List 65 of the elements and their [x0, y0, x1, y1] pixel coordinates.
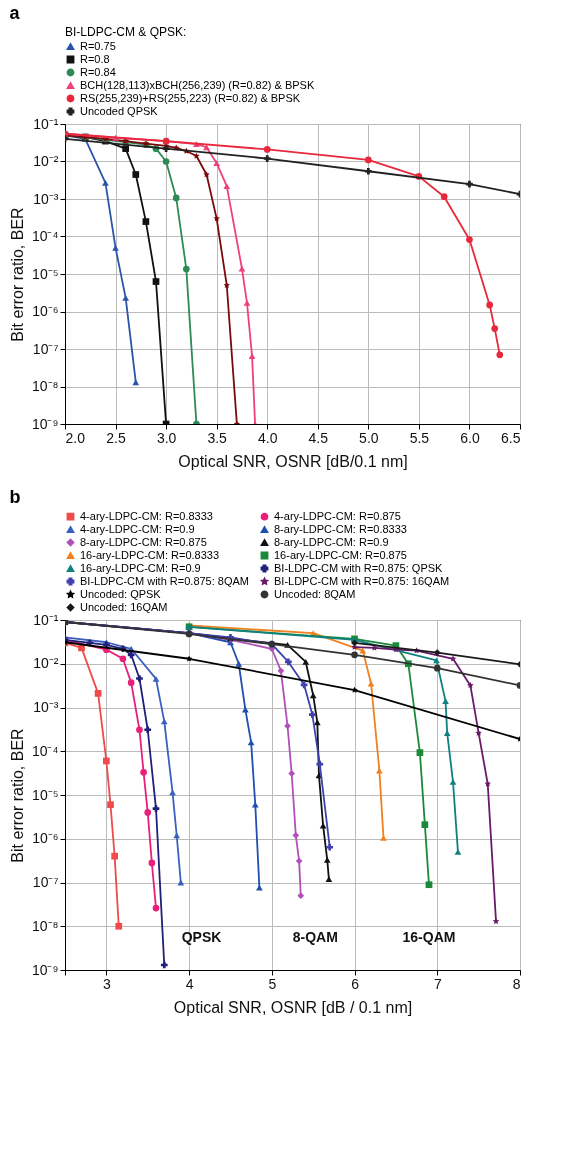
y-tick-label: 10⁻⁶ — [32, 830, 59, 847]
x-tick-label: 3.0 — [156, 429, 177, 446]
legend-label: BI-LDPC-CM with R=0.875: 16QAM — [274, 574, 450, 587]
legend-label: RS(255,239)+RS(255,223) (R=0.82) & BPSK — [80, 91, 301, 104]
x-tick-label: 7 — [433, 975, 442, 992]
x-tick-label: 2.5 — [106, 429, 126, 446]
legend-label: 4-ary-LDPC-CM: R=0.9 — [80, 522, 195, 535]
legend-label: BI-LDPC-CM with R=0.875: QPSK — [274, 561, 444, 574]
chart-title: b — [9, 487, 21, 507]
y-tick-label: 10⁻¹ — [33, 611, 59, 628]
y-tick-label: 10⁻⁶ — [32, 303, 59, 319]
legend-label: Uncoded: 16QAM — [80, 600, 168, 613]
legend-label: R=0.8 — [80, 52, 110, 65]
y-tick-label: 10⁻¹ — [33, 115, 59, 132]
x-tick-label: 4.5 — [308, 429, 329, 446]
y-tick-label: 10⁻⁴ — [31, 742, 59, 759]
y-tick-label: 10⁻⁵ — [32, 786, 59, 803]
legend-label: 16-ary-LDPC-CM: R=0.8333 — [80, 548, 220, 561]
y-tick-label: 10⁻³ — [33, 190, 59, 207]
x-tick-label: 6 — [351, 975, 360, 992]
legend-label: 4-ary-LDPC-CM: R=0.875 — [274, 509, 401, 522]
x-tick-label: 4.0 — [257, 429, 278, 446]
legend-label: 8-ary-LDPC-CM: R=0.875 — [80, 535, 207, 548]
chart-title: a — [9, 3, 21, 23]
y-tick-label: 10⁻⁷ — [32, 874, 59, 890]
x-tick-label: 8 — [512, 975, 521, 992]
y-tick-label: 10⁻² — [33, 655, 59, 672]
x-tick-label: 3 — [102, 975, 111, 992]
y-tick-label: 10⁻⁹ — [31, 961, 59, 978]
x-tick-label: 2.0 — [65, 429, 86, 446]
legend-label: 4-ary-LDPC-CM: R=0.8333 — [80, 509, 213, 522]
legend-label: Uncoded QPSK — [80, 104, 159, 117]
legend-label: Uncoded: QPSK — [80, 587, 162, 600]
y-tick-label: 10⁻³ — [33, 699, 59, 715]
x-axis-title: Optical SNR, OSNR [dB/0.1 nm] — [178, 452, 408, 470]
annotation: 16-QAM — [402, 929, 456, 945]
x-tick-label: 6.0 — [460, 429, 480, 446]
legend-label: Uncoded: 8QAM — [274, 587, 356, 600]
y-tick-label: 10⁻⁸ — [32, 378, 59, 394]
legend-label: 8-ary-LDPC-CM: R=0.8333 — [274, 522, 407, 535]
y-tick-label: 10⁻⁸ — [32, 917, 59, 934]
y-tick-label: 10⁻⁵ — [32, 265, 59, 282]
y-tick-label: 10⁻² — [33, 153, 59, 169]
legend-label: R=0.75 — [80, 39, 116, 52]
legend-label: 16-ary-LDPC-CM: R=0.9 — [80, 561, 201, 574]
x-tick-label: 3.5 — [207, 429, 228, 446]
legend-label: BI-LDPC-CM with R=0.875: 8QAM — [80, 574, 250, 587]
y-tick-label: 10⁻⁴ — [31, 228, 59, 244]
legend-label: R=0.84 — [80, 65, 116, 78]
y-axis-title: Bit error ratio, BER — [8, 728, 26, 863]
legend-label: 16-ary-LDPC-CM: R=0.875 — [274, 548, 407, 561]
legend-title: BI-LDPC-CM & QPSK: — [65, 25, 187, 39]
annotation: 8-QAM — [292, 929, 338, 945]
x-axis-title: Optical SNR, OSNR [dB / 0.1 nm] — [173, 998, 413, 1016]
legend-label: 8-ary-LDPC-CM: R=0.9 — [274, 535, 389, 548]
y-axis-title: Bit error ratio, BER — [8, 207, 26, 342]
y-tick-label: 10⁻⁹ — [31, 415, 59, 432]
legend-label: BCH(128,113)xBCH(256,239) (R=0.82) & BPSK — [80, 78, 315, 91]
x-tick-label: 6.5 — [501, 429, 521, 446]
x-tick-label: 5.0 — [359, 429, 379, 446]
y-tick-label: 10⁻⁷ — [32, 340, 59, 357]
annotation: QPSK — [181, 929, 222, 945]
x-tick-label: 4 — [185, 975, 194, 992]
x-tick-label: 5 — [268, 975, 277, 992]
x-tick-label: 5.5 — [409, 429, 430, 446]
